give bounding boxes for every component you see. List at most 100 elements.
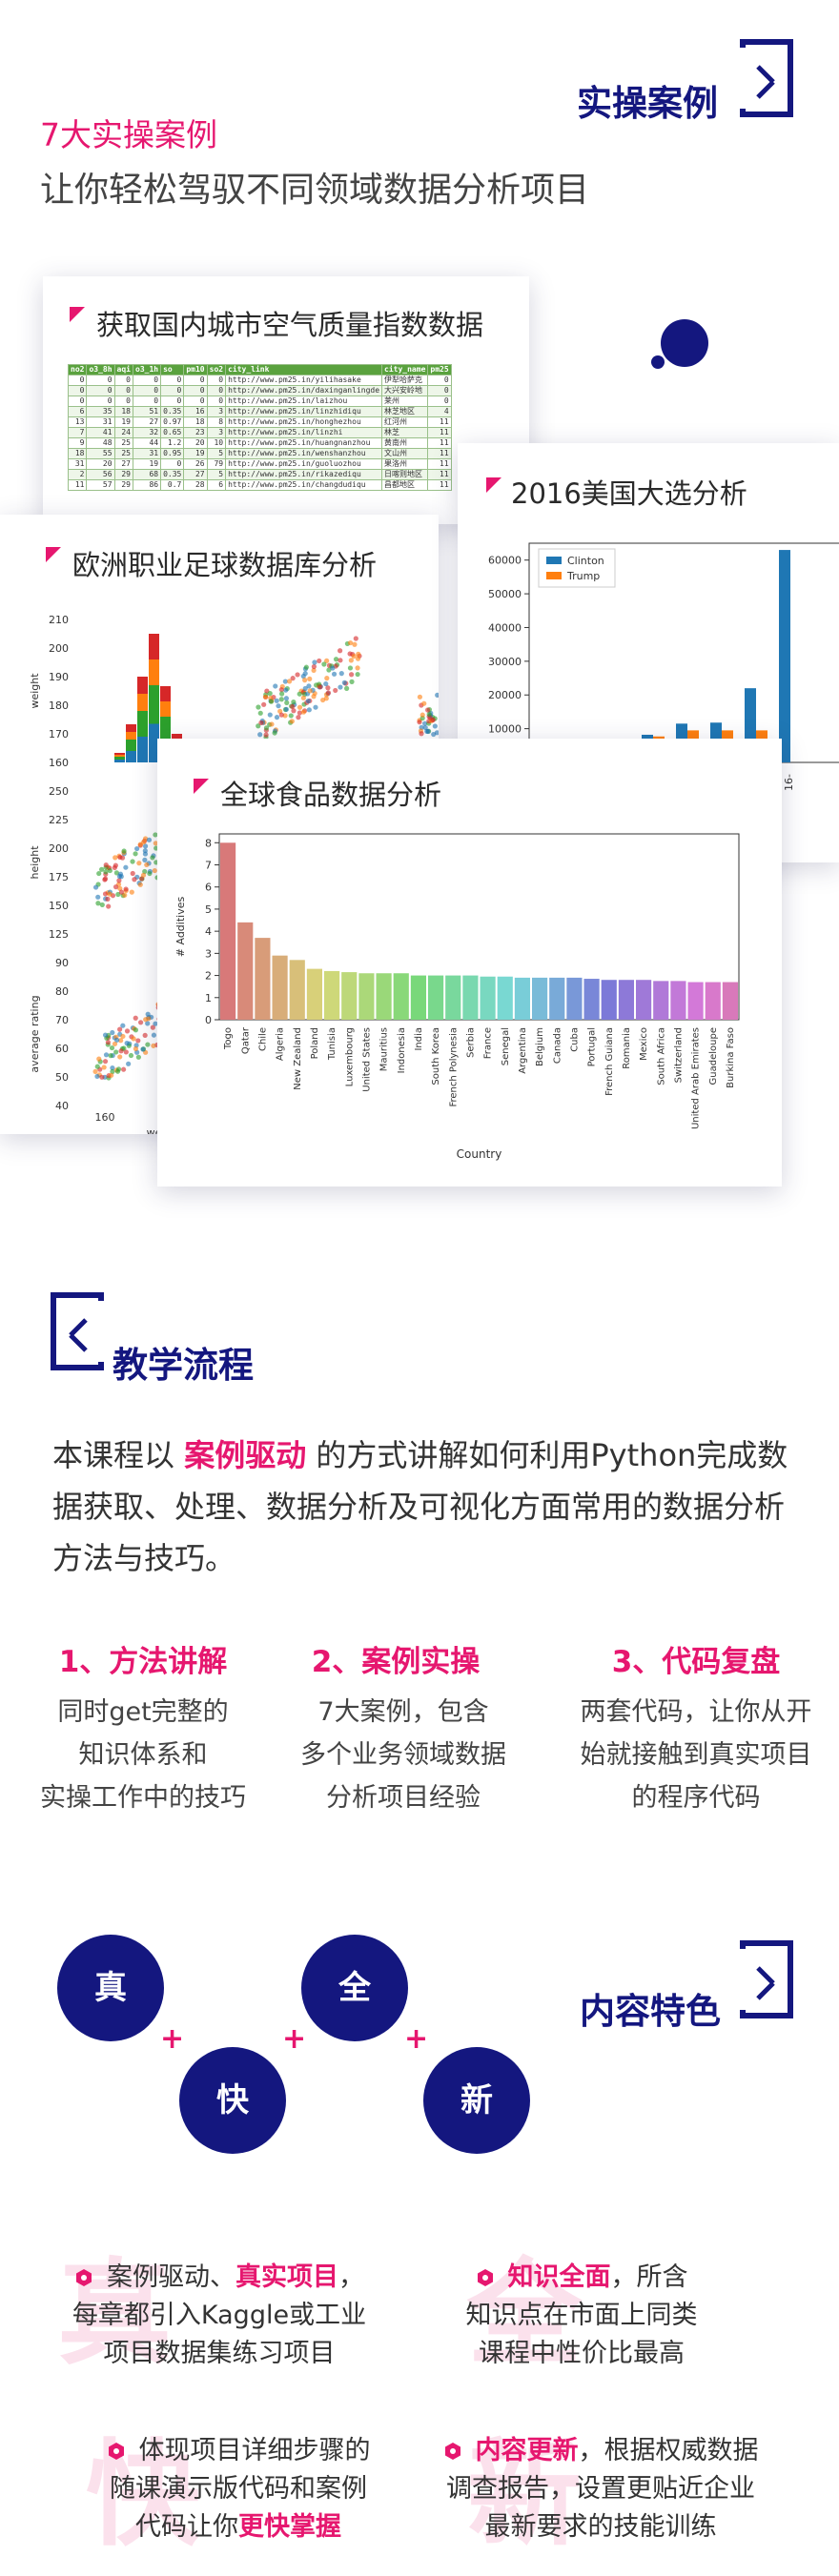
- y-tick-label: 175: [49, 871, 69, 883]
- scatter-point: [355, 671, 360, 678]
- scatter-point: [142, 851, 149, 857]
- step-desc-3: 两套代码，让你从开 始就接触到真实项目 的程序代码: [580, 1697, 812, 1813]
- table-cell: 0: [67, 385, 88, 396]
- bar: [566, 977, 583, 1020]
- scatter-point: [355, 656, 361, 661]
- scatter-point: [123, 886, 129, 892]
- table-header-cell: pm25: [427, 364, 452, 375]
- step-title-2: 2、案例实操: [311, 1645, 481, 1679]
- scatter-point: [341, 679, 347, 685]
- table-row: 6 35 18 51 0.35 16 3 http://www.pm25.in/linzhid…: [67, 406, 452, 417]
- y-tick-label: 6: [205, 882, 212, 894]
- scatter-point: [279, 691, 285, 697]
- table-cell: 56: [86, 469, 115, 480]
- scatter-point: [133, 1045, 139, 1052]
- scatter-point: [102, 1032, 109, 1038]
- legend-swatch: [546, 557, 562, 564]
- scatter-point: [347, 665, 354, 671]
- table-cell: http://www.pm25.in/laizhou: [225, 396, 383, 407]
- y-tick-label: 125: [49, 928, 69, 941]
- y-tick-label: 160: [49, 757, 69, 769]
- scatter-point: [132, 877, 137, 882]
- hex-badge-icon: [108, 2443, 124, 2460]
- table-cell: http://www.pm25.in/daxinganlingde: [225, 385, 383, 396]
- scatter-point: [145, 1042, 151, 1047]
- bar: [514, 977, 530, 1020]
- table-cell: 55: [86, 448, 115, 459]
- hist-bar: [114, 760, 125, 762]
- scatter-point: [118, 1038, 124, 1044]
- table-cell: 29: [113, 469, 134, 480]
- scatter-point: [106, 903, 112, 909]
- scatter-point: [150, 855, 155, 861]
- table-cell: 18: [183, 416, 208, 428]
- table-cell: 0: [160, 375, 185, 386]
- scatter-point: [118, 889, 125, 895]
- x-tick-label: Senegal: [501, 1027, 511, 1065]
- card-title: 2016美国大选分析: [511, 477, 747, 510]
- scatter-point: [306, 707, 312, 713]
- table-cell: 0.97: [160, 416, 185, 428]
- x-tick-label: Argentina: [518, 1027, 528, 1074]
- table-cell: 0: [113, 385, 134, 396]
- table-cell: 20: [183, 437, 208, 449]
- scatter-point: [272, 730, 277, 736]
- plot-frame: [218, 833, 740, 1021]
- table-cell: 25: [113, 448, 134, 459]
- feature-circle-full: 全: [301, 1935, 408, 2041]
- y-tick-label: 10000: [488, 723, 522, 736]
- scatter-point: [129, 889, 134, 895]
- table-cell: 0: [427, 396, 452, 407]
- y-tick-label: 200: [49, 842, 69, 855]
- table-cell: 51: [132, 406, 162, 417]
- scatter-point: [92, 884, 99, 890]
- y-tick-label: 225: [49, 814, 69, 826]
- bar: [601, 980, 617, 1020]
- scatter-point: [420, 712, 425, 718]
- y-axis-label: height: [29, 845, 41, 880]
- scatter-point: [152, 867, 157, 874]
- table-cell: 0: [67, 375, 88, 386]
- table-header-cell: aqi: [113, 364, 134, 375]
- table-cell: 35: [86, 406, 115, 417]
- scatter-point: [113, 1049, 119, 1055]
- table-cell: 3: [206, 427, 227, 438]
- table-cell: http://www.pm25.in/huangnanzhou: [225, 437, 383, 449]
- scatter-point: [103, 862, 109, 868]
- y-tick-label: 20000: [488, 689, 522, 701]
- scatter-point: [151, 1043, 156, 1048]
- table-cell: 11: [427, 448, 452, 459]
- scatter-point: [267, 690, 273, 697]
- scatter-point: [261, 701, 267, 707]
- bar: [428, 975, 444, 1020]
- scatter-point: [153, 832, 158, 838]
- cases-subtitle: 让你轻松驾驭不同领域数据分析项目: [40, 171, 590, 210]
- table-cell: 44: [132, 437, 162, 449]
- table-cell: 0.95: [160, 448, 185, 459]
- bar: [618, 980, 634, 1020]
- table-cell: 23: [183, 427, 208, 438]
- scatter-point: [123, 1049, 129, 1055]
- scatter-point: [349, 679, 355, 684]
- bar: [670, 981, 686, 1020]
- hist-bar: [160, 701, 171, 717]
- bar: [687, 982, 704, 1020]
- scatter-point: [105, 1040, 111, 1045]
- scatter-point: [291, 708, 297, 714]
- scatter-point: [338, 671, 344, 677]
- hist-bar: [160, 717, 171, 740]
- table-cell: 16: [183, 406, 208, 417]
- hist-bar: [114, 755, 125, 757]
- table-row: 7 41 24 32 0.65 23 3 http://www.pm25.in/linzhi 林…: [67, 427, 452, 438]
- scatter-point: [274, 698, 279, 703]
- scatter-point: [286, 679, 293, 684]
- x-tick-label: United Arab Emirates: [691, 1027, 702, 1129]
- scatter-point: [435, 692, 439, 698]
- feature-item-full: 知识全面，所含 知识点在市面上同类 课程中性价比最高: [465, 2262, 698, 2368]
- scatter-point: [146, 837, 153, 842]
- table-cell: 19: [113, 416, 134, 428]
- scatter-point: [256, 723, 261, 729]
- scatter-point: [282, 679, 288, 684]
- table-cell: http://www.pm25.in/rikazediqu: [225, 469, 383, 480]
- scatter-point: [99, 1074, 105, 1080]
